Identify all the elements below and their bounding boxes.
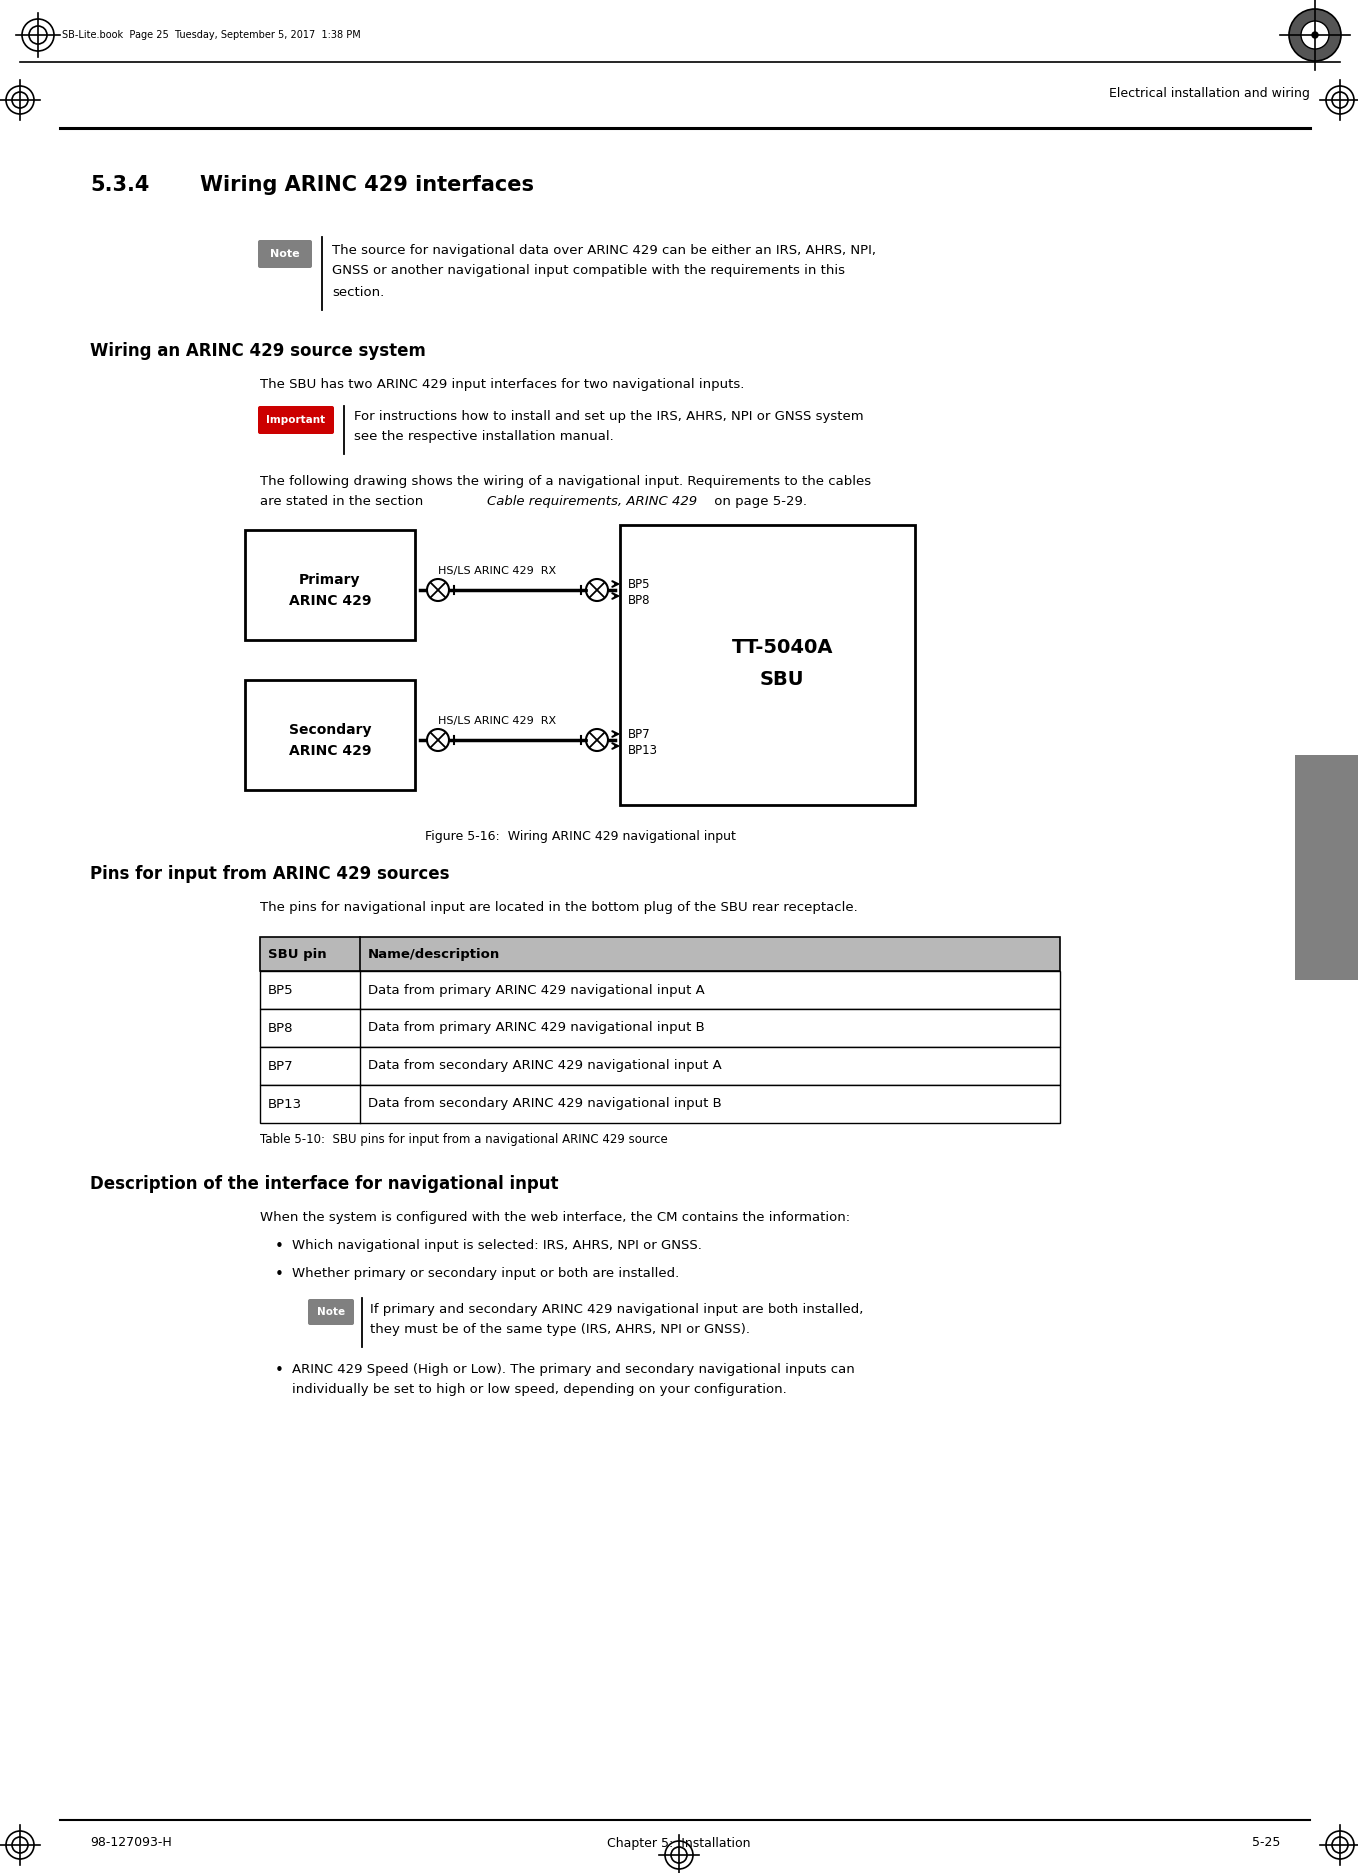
Text: BP7: BP7	[627, 727, 650, 740]
Text: Chapter 5:  Installation: Chapter 5: Installation	[607, 1837, 751, 1849]
Text: Figure 5-16:  Wiring ARINC 429 navigational input: Figure 5-16: Wiring ARINC 429 navigation…	[425, 830, 736, 843]
Text: Data from primary ARINC 429 navigational input B: Data from primary ARINC 429 navigational…	[368, 1021, 705, 1034]
Text: •: •	[276, 1266, 284, 1281]
Text: •: •	[276, 1240, 284, 1255]
FancyBboxPatch shape	[258, 240, 312, 268]
Text: BP13: BP13	[268, 1098, 301, 1111]
Text: Wiring an ARINC 429 source system: Wiring an ARINC 429 source system	[90, 343, 426, 360]
Text: GNSS or another navigational input compatible with the requirements in this: GNSS or another navigational input compa…	[331, 264, 845, 277]
FancyBboxPatch shape	[308, 1300, 354, 1324]
Text: Secondary: Secondary	[289, 723, 371, 736]
Text: SBU pin: SBU pin	[268, 948, 327, 961]
Text: Description of the interface for navigational input: Description of the interface for navigat…	[90, 1174, 558, 1193]
Text: ARINC 429: ARINC 429	[289, 744, 371, 759]
Text: Note: Note	[316, 1307, 345, 1317]
Circle shape	[1289, 9, 1340, 62]
Text: 98-127093-H: 98-127093-H	[90, 1837, 171, 1849]
Text: Note: Note	[270, 249, 300, 258]
Text: HS/LS ARINC 429  RX: HS/LS ARINC 429 RX	[439, 566, 557, 577]
Text: If primary and secondary ARINC 429 navigational input are both installed,: If primary and secondary ARINC 429 navig…	[369, 1304, 864, 1317]
Text: The source for navigational data over ARINC 429 can be either an IRS, AHRS, NPI,: The source for navigational data over AR…	[331, 243, 876, 257]
Bar	[1296, 755, 1358, 980]
Text: on page 5-29.: on page 5-29.	[710, 494, 807, 508]
Bar	[259, 970, 1061, 1010]
Circle shape	[1301, 21, 1329, 49]
Circle shape	[426, 729, 449, 751]
Text: Table 5-10:  SBU pins for input from a navigational ARINC 429 source: Table 5-10: SBU pins for input from a na…	[259, 1133, 668, 1146]
Text: individually be set to high or low speed, depending on your configuration.: individually be set to high or low speed…	[292, 1382, 786, 1395]
Text: are stated in the section: are stated in the section	[259, 494, 428, 508]
Circle shape	[1312, 32, 1319, 37]
Circle shape	[587, 579, 608, 601]
Bar	[244, 530, 416, 641]
Text: Pins for input from ARINC 429 sources: Pins for input from ARINC 429 sources	[90, 865, 449, 882]
Text: BP5: BP5	[268, 983, 293, 996]
Text: they must be of the same type (IRS, AHRS, NPI or GNSS).: they must be of the same type (IRS, AHRS…	[369, 1322, 750, 1335]
Text: TT-5040A: TT-5040A	[732, 637, 832, 657]
Text: section.: section.	[331, 287, 384, 300]
Text: see the respective installation manual.: see the respective installation manual.	[354, 431, 614, 444]
Text: Important: Important	[266, 416, 326, 425]
Text: Whether primary or secondary input or both are installed.: Whether primary or secondary input or bo…	[292, 1266, 679, 1279]
Text: Electrical installation and wiring: Electrical installation and wiring	[1109, 86, 1310, 99]
Text: ARINC 429 Speed (High or Low). The primary and secondary navigational inputs can: ARINC 429 Speed (High or Low). The prima…	[292, 1364, 854, 1377]
Circle shape	[587, 729, 608, 751]
Text: Primary: Primary	[299, 573, 361, 586]
Text: 5-25: 5-25	[1252, 1837, 1281, 1849]
Text: The pins for navigational input are located in the bottom plug of the SBU rear r: The pins for navigational input are loca…	[259, 901, 858, 914]
Text: When the system is configured with the web interface, the CM contains the inform: When the system is configured with the w…	[259, 1212, 850, 1223]
Text: Which navigational input is selected: IRS, AHRS, NPI or GNSS.: Which navigational input is selected: IR…	[292, 1240, 702, 1251]
Text: BP13: BP13	[627, 744, 659, 757]
Text: The following drawing shows the wiring of a navigational input. Requirements to : The following drawing shows the wiring o…	[259, 476, 870, 489]
Text: 5.3.4: 5.3.4	[90, 174, 149, 195]
Text: BP7: BP7	[268, 1060, 293, 1073]
FancyBboxPatch shape	[258, 406, 334, 435]
Bar	[259, 1084, 1061, 1124]
Text: BP5: BP5	[627, 577, 650, 590]
Bar	[259, 1047, 1061, 1084]
Text: Data from primary ARINC 429 navigational input A: Data from primary ARINC 429 navigational…	[368, 983, 705, 996]
Bar	[259, 936, 1061, 970]
Text: ARINC 429: ARINC 429	[289, 594, 371, 609]
Text: Cable requirements, ARINC 429: Cable requirements, ARINC 429	[488, 494, 697, 508]
Bar	[621, 524, 915, 805]
Bar	[244, 680, 416, 790]
Circle shape	[426, 579, 449, 601]
Text: Data from secondary ARINC 429 navigational input B: Data from secondary ARINC 429 navigation…	[368, 1098, 721, 1111]
Text: For instructions how to install and set up the IRS, AHRS, NPI or GNSS system: For instructions how to install and set …	[354, 410, 864, 423]
Text: Name/description: Name/description	[368, 948, 500, 961]
Text: BP8: BP8	[627, 594, 650, 607]
Bar	[259, 1010, 1061, 1047]
Text: HS/LS ARINC 429  RX: HS/LS ARINC 429 RX	[439, 715, 557, 727]
Text: BP8: BP8	[268, 1021, 293, 1034]
Text: SBU: SBU	[760, 669, 804, 689]
Text: •: •	[276, 1364, 284, 1379]
Text: Wiring ARINC 429 interfaces: Wiring ARINC 429 interfaces	[200, 174, 534, 195]
Text: The SBU has two ARINC 429 input interfaces for two navigational inputs.: The SBU has two ARINC 429 input interfac…	[259, 378, 744, 391]
Text: SB-Lite.book  Page 25  Tuesday, September 5, 2017  1:38 PM: SB-Lite.book Page 25 Tuesday, September …	[62, 30, 361, 39]
Text: Data from secondary ARINC 429 navigational input A: Data from secondary ARINC 429 navigation…	[368, 1060, 721, 1073]
